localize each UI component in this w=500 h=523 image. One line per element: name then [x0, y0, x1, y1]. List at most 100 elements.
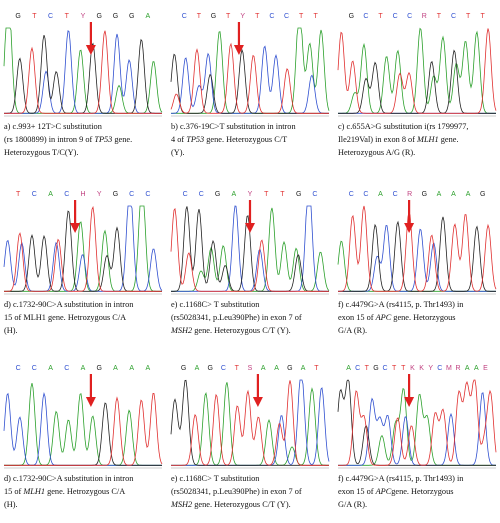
caption-text: gene.	[438, 135, 459, 144]
base-letter: Y	[97, 191, 102, 198]
caption-text: gene. Hetorzygous	[391, 487, 454, 496]
caption-line: e) c.1168C> T substitution	[171, 298, 302, 311]
arrow-head	[245, 223, 255, 233]
base-letter: T	[280, 191, 285, 198]
caption-line: d) c.1732-90C>A substitution in intron	[4, 298, 133, 311]
gene-name: TP53	[94, 135, 113, 144]
base-letter: C	[393, 191, 398, 198]
gene-name: MSH2	[171, 326, 193, 335]
trace	[338, 392, 497, 466]
caption-line: 4 of TP53 gene. Heterozygous C/T	[171, 133, 296, 146]
trace	[4, 34, 162, 114]
caption-line: (H).	[4, 324, 133, 337]
trace	[171, 380, 329, 466]
arrow-head	[70, 223, 81, 233]
caption-text: (rs5028341, p.Leu390Phe) in exon 7 of	[171, 313, 302, 322]
caption-text: e) c.1168C> T substitution	[171, 474, 260, 483]
base-letter: A	[437, 191, 442, 198]
base-letter: C	[32, 365, 37, 372]
base-letter: T	[197, 13, 202, 20]
caption-text: a) c.993+ 12T>C substitution	[4, 122, 102, 131]
caption-line: (Y).	[171, 146, 296, 159]
trace	[338, 379, 497, 466]
base-letter: A	[378, 191, 383, 198]
trace	[4, 205, 162, 292]
caption-line: (rs 1800899) in intron 9 of TP53 gene.	[4, 133, 132, 146]
base-letter: H	[80, 191, 85, 198]
trace	[171, 379, 330, 466]
trace	[338, 216, 496, 292]
base-letter: A	[129, 365, 134, 372]
base-letter: C	[393, 13, 398, 20]
base-letter: T	[299, 13, 304, 20]
caption-line: G/A (R).	[338, 324, 463, 337]
base-letter: E	[483, 365, 488, 372]
trace	[338, 27, 496, 114]
gene-name: APC	[375, 313, 392, 322]
trace	[4, 205, 162, 292]
base-letter: T	[481, 13, 486, 20]
base-letter: C	[349, 191, 354, 198]
arrow-head	[85, 397, 96, 407]
base-letter: R	[422, 13, 427, 20]
caption-text: (Y).	[171, 148, 185, 157]
caption-text: gene. Hetorzygous	[391, 313, 456, 322]
caption: c) c.655A>G substitution i(rs 1799977, Il…	[338, 120, 469, 159]
base-letter: C	[355, 365, 360, 372]
base-letter: T	[314, 365, 319, 372]
caption: f) c.4479G>A (rs4115, p. Thr1493) in exon…	[338, 472, 463, 511]
base-letter: C	[199, 191, 204, 198]
arrow-head	[252, 397, 263, 407]
base-letter: A	[146, 13, 151, 20]
caption-text: gene. Heterozygous C/T (Y).	[192, 326, 291, 335]
caption-line: d) c.1732-90C>A substitution in intron	[4, 472, 133, 485]
base-letter: C	[221, 365, 226, 372]
caption-text: gene. Hetrozygous C/A	[45, 487, 126, 496]
base-letter: T	[235, 365, 240, 372]
caption-text: (H).	[4, 326, 18, 335]
base-letter: C	[363, 13, 368, 20]
base-letter: G	[113, 13, 118, 20]
base-letter: G	[96, 365, 101, 372]
base-letter: A	[81, 365, 86, 372]
base-letter: C	[32, 191, 37, 198]
caption-text: G/A (R).	[338, 326, 368, 335]
caption-text: gene. Heterozygous C/T	[204, 135, 288, 144]
base-letter: G	[480, 191, 485, 198]
caption: d) c.1732-90C>A substitution in intron 15…	[4, 298, 133, 337]
caption-line: 15 of MLH1 gene. Hetrozygous C/A	[4, 311, 133, 324]
caption-line: Ile219Val) in exon 8 of MLH1 gene.	[338, 133, 469, 146]
base-letter: T	[32, 13, 37, 20]
gene-name: TP53	[186, 135, 205, 144]
base-letter: C	[451, 13, 456, 20]
base-letter: T	[378, 13, 383, 20]
base-letter: T	[226, 13, 231, 20]
trace	[170, 207, 329, 292]
caption-line: (rs5028341, p.Leu390Phe) in exon 7 of	[171, 485, 302, 498]
base-letter: G	[215, 191, 220, 198]
base-letter: T	[264, 191, 269, 198]
base-letter: A	[146, 365, 151, 372]
caption: f) c.4479G>A (rs4115, p. Thr1493) in exon…	[338, 298, 463, 337]
base-letter: A	[48, 365, 53, 372]
caption-text: Heterozygous A/G (R).	[338, 148, 416, 157]
caption-text: gene.	[112, 135, 133, 144]
caption-line: (rs5028341, p.Leu390Phe) in exon 7 of	[171, 311, 302, 324]
base-letter: T	[314, 13, 319, 20]
caption-text: Ile219Val) in exon 8 of	[338, 135, 418, 144]
base-letter: Y	[428, 365, 433, 372]
caption-text: d) c.1732-90C>A substitution in intron	[4, 300, 134, 309]
base-letter: G	[349, 13, 354, 20]
arrow-head	[404, 397, 415, 407]
base-letter: C	[284, 13, 289, 20]
caption: d) c.1732-90C>A substitution in intron 15…	[4, 472, 133, 511]
base-letter: T	[466, 13, 471, 20]
base-letter: T	[437, 13, 442, 20]
caption-text: d) c.1732-90C>A substitution in intron	[4, 474, 134, 483]
base-letter: K	[419, 365, 424, 372]
caption-line: 15 of MLH1 gene. Hetrozygous C/A	[4, 485, 133, 498]
base-letter: G	[373, 365, 378, 372]
base-letter: T	[365, 365, 370, 372]
base-letter: A	[466, 191, 471, 198]
